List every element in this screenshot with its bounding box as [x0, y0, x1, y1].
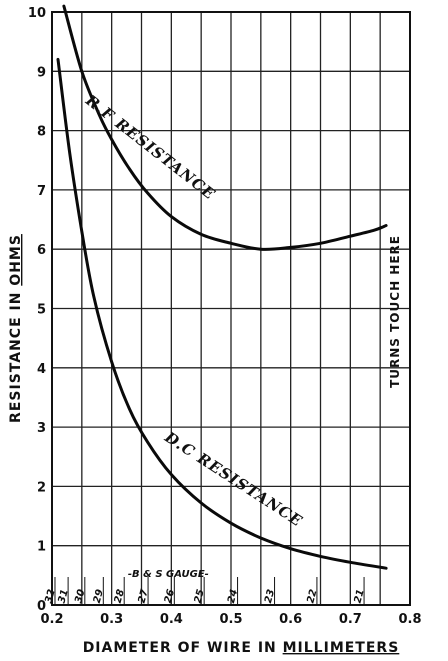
- y-tick-label: 7: [37, 184, 46, 199]
- y-axis-title-units: OHMS: [8, 234, 24, 286]
- gauge-tick-label: 31: [57, 588, 71, 604]
- gauge-tick-label: 32: [43, 588, 57, 604]
- x-tick-label: 0.4: [160, 612, 183, 627]
- y-tick-label: 3: [37, 421, 46, 436]
- gauge-tick-label: 25: [193, 588, 207, 604]
- y-tick-label: 10: [28, 6, 46, 21]
- rf-resistance-curve: [62, 4, 388, 251]
- x-axis-title-prefix: DIAMETER OF WIRE IN: [83, 640, 283, 656]
- x-tick-label: 0.2: [40, 612, 63, 627]
- x-tick-label: 0.6: [279, 612, 302, 627]
- gauge-tick-label: 27: [137, 588, 151, 604]
- x-tick-label: 0.5: [219, 612, 242, 627]
- gauge-tick-label: 24: [226, 588, 240, 604]
- y-axis-title-prefix: RESISTANCE IN: [8, 286, 24, 423]
- gauge-tick-label: 30: [73, 588, 87, 604]
- rf-resistance-label: R.F RESISTANCE: [81, 91, 218, 204]
- y-tick-label: 6: [37, 243, 46, 258]
- grid: [51, 11, 411, 606]
- x-tick-label: 0.8: [398, 612, 421, 627]
- gauge-tick-label: 29: [92, 588, 106, 604]
- x-tick-label: 0.3: [100, 612, 123, 627]
- gauge-tick-label: 22: [305, 588, 319, 604]
- dc-resistance-label: D.C RESISTANCE: [161, 427, 306, 530]
- x-tick-label: 0.7: [339, 612, 362, 627]
- x-axis-title: DIAMETER OF WIRE IN MILLIMETERS: [83, 640, 400, 656]
- y-axis-title: RESISTANCE IN OHMS: [8, 234, 24, 423]
- y-tick-label: 9: [37, 65, 46, 80]
- y-tick-label: 5: [37, 303, 46, 318]
- x-axis-title-units: MILLIMETERS: [283, 640, 400, 656]
- gauge-tick-label: 21: [353, 588, 367, 604]
- turns-touch-annotation: TURNS TOUCH HERE: [388, 235, 402, 388]
- y-tick-label: 1: [37, 540, 46, 555]
- plot-frame: [51, 11, 411, 606]
- dc-resistance-curve: [56, 57, 388, 570]
- y-tick-label: 8: [37, 125, 46, 140]
- y-tick-label: 4: [37, 362, 46, 377]
- series: [56, 4, 388, 570]
- y-tick-label: 0: [37, 599, 46, 614]
- gauge-tick-label: 28: [113, 588, 127, 604]
- gauge-tick-label: 26: [163, 588, 177, 604]
- y-tick-label: 2: [37, 480, 46, 495]
- gauge-tick-label: 23: [263, 588, 277, 604]
- gauge-title: -B & S GAUGE-: [128, 569, 209, 580]
